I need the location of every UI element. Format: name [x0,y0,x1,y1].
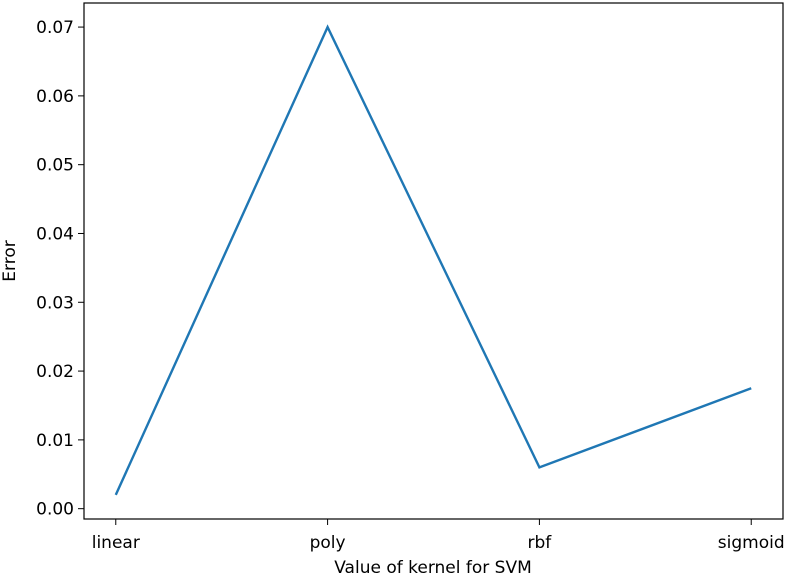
y-tick-label: 0.05 [36,156,74,176]
plot-layer: 0.00 0.01 0.02 0.03 0.04 0.05 0.06 0.07 linear po… [36,18,785,553]
y-tick-label: 0.03 [36,293,74,313]
x-tick-label: linear [92,533,140,553]
y-tick-label: 0.07 [36,18,74,38]
y-tick-label: 0.04 [36,224,74,244]
y-tick-label: 0.06 [36,87,74,107]
y-axis-label: Error [0,240,20,281]
plot-frame [83,2,784,520]
x-tick-label: rbf [528,533,553,553]
y-tick-label: 0.00 [36,500,74,520]
x-tick-label: poly [310,533,346,553]
x-tick-label: sigmoid [718,533,785,553]
y-tick-label: 0.01 [36,431,74,451]
y-tick-label: 0.02 [36,362,74,382]
x-axis-label: Value of kernel for SVM [334,558,532,576]
series-line [114,24,752,496]
